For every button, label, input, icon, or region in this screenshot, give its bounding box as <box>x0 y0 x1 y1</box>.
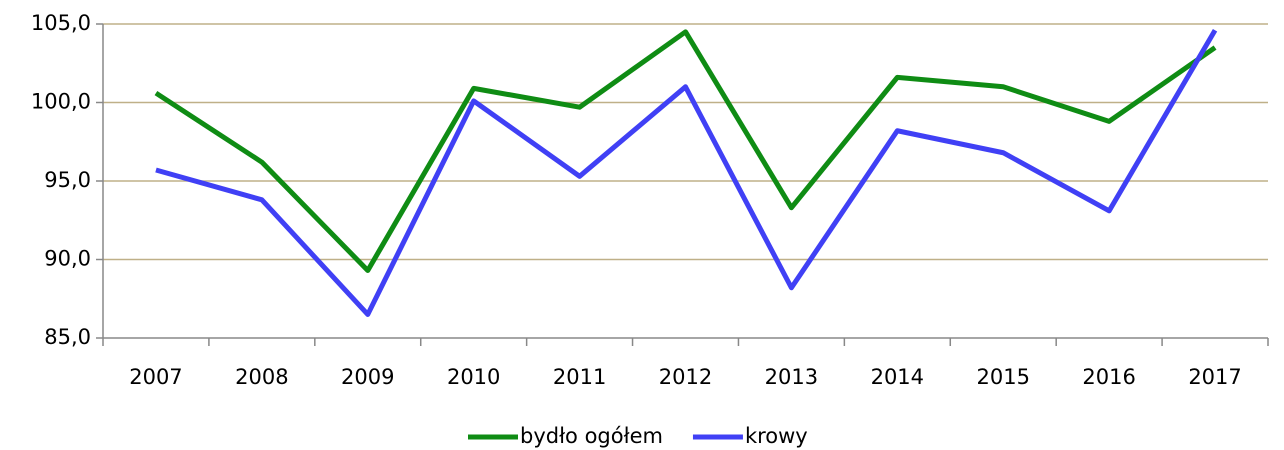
x-tick-label: 2017 <box>1188 365 1241 389</box>
x-tick-label: 2008 <box>235 365 288 389</box>
series-line <box>155 29 1218 317</box>
legend-label: krowy <box>745 424 808 448</box>
x-tick-label: 2009 <box>341 365 394 389</box>
x-tick-label: 2015 <box>977 365 1030 389</box>
y-tick-label: 95,0 <box>44 168 91 192</box>
x-tick-label: 2014 <box>871 365 924 389</box>
x-tick-label: 2011 <box>553 365 606 389</box>
legend-label: bydło ogółem <box>520 424 663 448</box>
x-tick-label: 2010 <box>447 365 500 389</box>
x-tick-label: 2012 <box>659 365 712 389</box>
x-tick-label: 2016 <box>1082 365 1135 389</box>
series-line <box>154 29 1217 273</box>
y-tick-label: 105,0 <box>31 11 91 35</box>
x-tick-label: 2013 <box>765 365 818 389</box>
x-tick-label: 2007 <box>129 365 182 389</box>
y-tick-label: 85,0 <box>44 325 91 349</box>
y-tick-label: 100,0 <box>31 90 91 114</box>
y-tick-label: 90,0 <box>44 247 91 271</box>
